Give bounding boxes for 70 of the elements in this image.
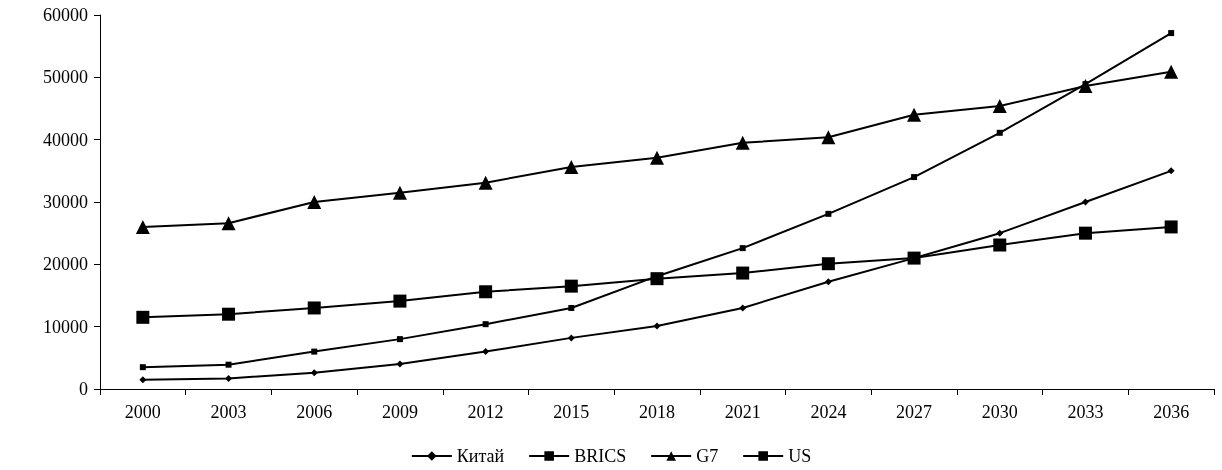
point — [222, 307, 236, 321]
legend-label: G7 — [696, 446, 719, 466]
x-tick-label: 2033 — [1067, 402, 1104, 422]
point — [735, 135, 750, 150]
y-tick-label: 30000 — [43, 192, 88, 212]
point — [225, 374, 233, 382]
point — [907, 107, 922, 122]
point — [567, 334, 575, 342]
x-tick-label: 2021 — [724, 402, 761, 422]
point — [396, 336, 403, 343]
point — [1167, 167, 1175, 175]
legend-label: US — [788, 446, 812, 466]
x-tick-label: 2003 — [210, 402, 247, 422]
point — [307, 301, 321, 315]
point — [1164, 64, 1179, 79]
point — [739, 304, 747, 312]
y-tick-label: 50000 — [43, 67, 88, 88]
point — [992, 99, 1007, 114]
point — [993, 238, 1007, 252]
y-tick-label: 60000 — [43, 5, 88, 25]
y-tick-label: 40000 — [43, 129, 88, 150]
x-tick-label: 2018 — [639, 402, 675, 422]
point — [307, 195, 322, 209]
point — [310, 369, 318, 377]
point — [824, 278, 832, 286]
x-tick-label: 2000 — [124, 402, 161, 422]
point — [821, 257, 835, 271]
x-tick-label: 2006 — [296, 402, 333, 422]
point — [221, 216, 236, 231]
y-tick-label: 0 — [79, 379, 88, 399]
point — [482, 348, 490, 356]
y-tick-label: 20000 — [43, 254, 88, 275]
point — [650, 150, 664, 165]
point — [996, 229, 1004, 237]
point — [821, 130, 836, 145]
point — [136, 310, 150, 324]
point — [479, 285, 493, 299]
x-tick-label: 2012 — [467, 402, 504, 422]
point — [1078, 226, 1092, 240]
point — [311, 348, 318, 355]
point — [1081, 198, 1089, 206]
point — [564, 160, 579, 175]
point — [393, 294, 407, 308]
point — [996, 129, 1003, 136]
legend-label: BRICS — [574, 446, 627, 466]
point — [396, 360, 404, 368]
x-tick-label: 2027 — [896, 402, 933, 422]
point — [139, 364, 146, 371]
y-tick-label: 10000 — [43, 316, 88, 337]
x-tick-label: 2009 — [381, 402, 418, 422]
point — [1168, 30, 1175, 37]
point — [739, 245, 746, 252]
point — [736, 266, 750, 280]
point — [139, 376, 147, 384]
x-tick-label: 2024 — [810, 402, 847, 422]
point — [135, 219, 150, 234]
x-tick-label: 2036 — [1153, 402, 1190, 422]
point — [225, 361, 232, 368]
point — [1164, 220, 1178, 234]
point — [911, 174, 918, 181]
point — [653, 322, 661, 330]
point — [568, 304, 575, 311]
point — [392, 185, 407, 200]
point — [825, 210, 832, 217]
point — [482, 321, 489, 328]
x-tick-label: 2030 — [981, 402, 1018, 422]
legend-label: Китай — [456, 446, 505, 466]
point — [478, 175, 493, 190]
x-tick-label: 2015 — [553, 402, 590, 422]
point — [564, 279, 578, 293]
